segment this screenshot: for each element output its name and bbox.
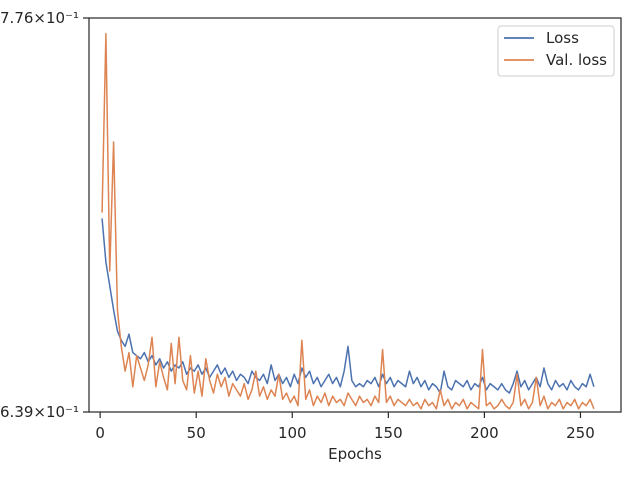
plot-frame [88,17,622,413]
x-tick-label: 250 [566,424,595,442]
series-line-loss [101,218,595,394]
legend-label: Val. loss [546,51,607,69]
y-axis: 7.76×10⁻¹ 6.39×10⁻¹ [0,9,89,421]
x-tick-label: 50 [187,424,206,442]
series-line-val-loss [101,32,595,410]
y-tick-label: 7.76×10⁻¹ [0,9,79,27]
x-tick-label: 150 [374,424,403,442]
legend-label: Loss [546,29,579,47]
x-tick-label: 200 [470,424,499,442]
series-layer [101,32,595,410]
y-tick-label: 6.39×10⁻¹ [0,403,79,421]
x-tick-label: 0 [95,424,105,442]
legend-items: Loss Val. loss [504,29,607,69]
x-axis-label: Epochs [328,445,382,463]
x-tick-label: 100 [278,424,307,442]
x-axis: 0 50 100 150 200 250 [95,412,595,442]
legend: Loss Val. loss [497,25,615,77]
plot-area [88,17,622,413]
